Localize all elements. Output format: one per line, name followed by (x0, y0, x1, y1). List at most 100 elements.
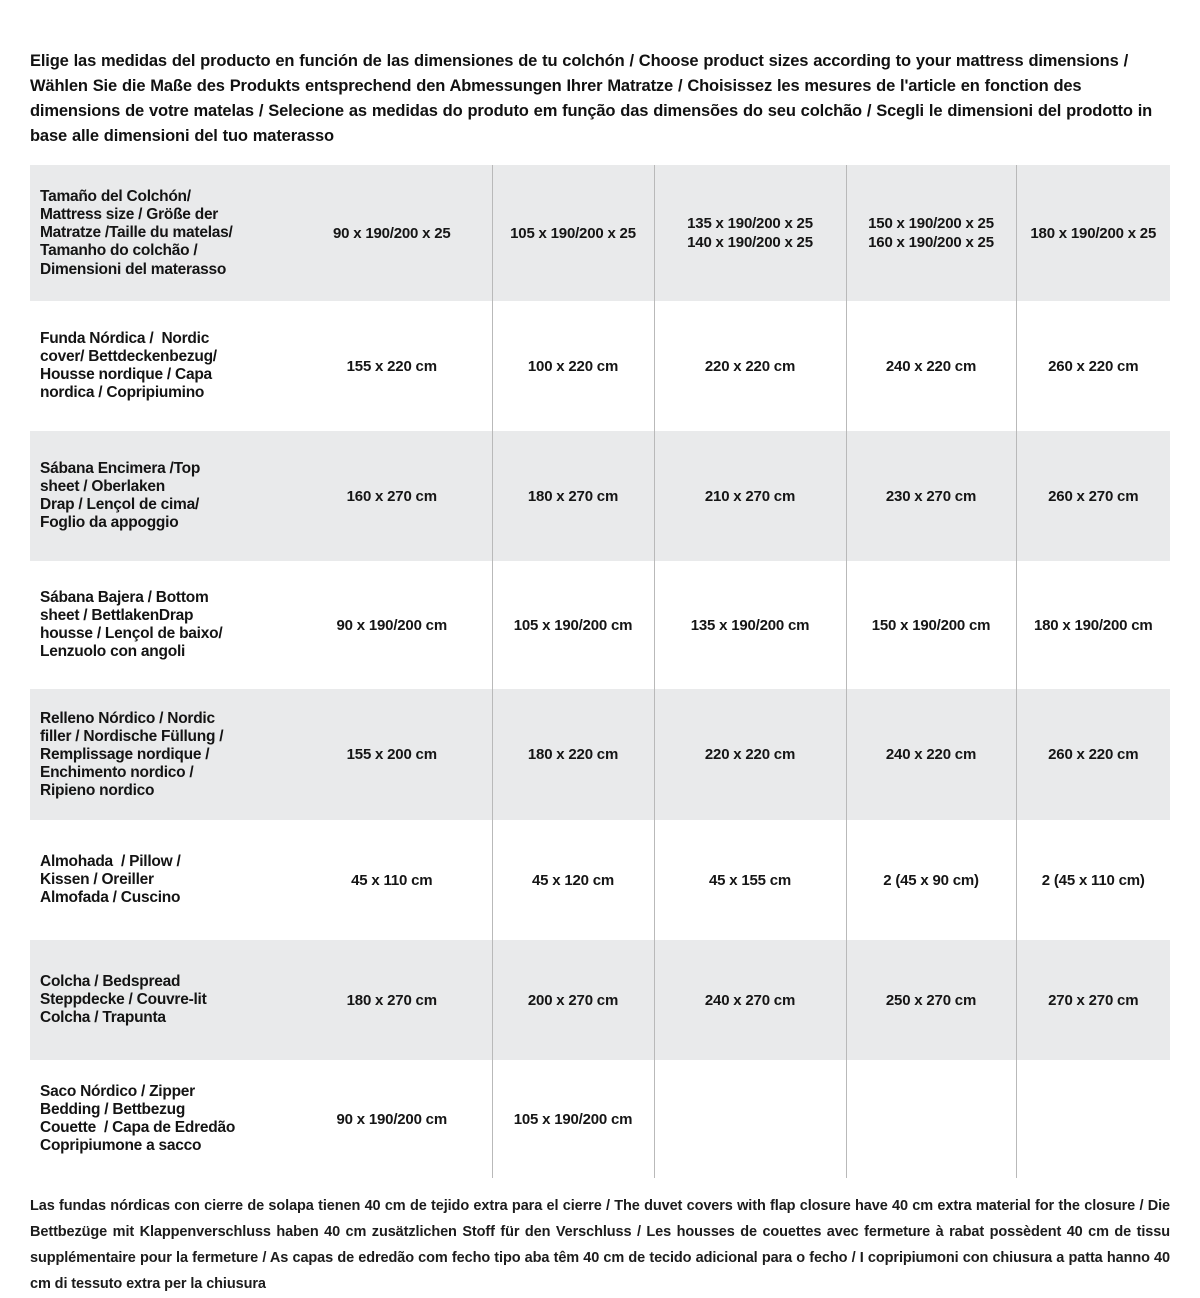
table-row: Sábana Encimera /Top sheet / Oberlaken Dra… (30, 431, 1171, 562)
value-lines: 155 x 200 cm (292, 745, 492, 764)
table-row: Sábana Bajera / Bottom sheet / BettlakenD… (30, 561, 1171, 690)
label-line: nordica / Copripiumino (40, 384, 205, 402)
size-value: 105 x 190/200 cm (513, 616, 633, 634)
size-value-cell: 240 x 220 cm (845, 301, 1016, 432)
label-lines: Tamaño del Colchón/Mattress size / Größe… (40, 188, 284, 279)
mattress-size-table: Tamaño del Colchón/Mattress size / Größe… (30, 165, 1171, 1179)
size-value-cell: 260 x 220 cm (1015, 689, 1171, 821)
label-line: Foglio da appoggio (40, 514, 179, 532)
value-lines: 135 x 190/200 x 25 140 x 190/200 x 25 (655, 214, 846, 252)
footnote-text: Las fundas nórdicas con cierre de solapa… (30, 1198, 1170, 1292)
value-lines: 45 x 110 cm (292, 871, 492, 890)
value-lines: 250 x 270 cm (847, 991, 1016, 1010)
size-value-cell: 90 x 190/200 cm (292, 1060, 492, 1179)
value-lines: 220 x 220 cm (655, 357, 846, 376)
size-value: 240 x 220 cm (885, 746, 977, 764)
size-value-cell: 135 x 190/200 x 25 140 x 190/200 x 25 (653, 165, 846, 302)
size-value-cell: 240 x 270 cm (653, 940, 846, 1061)
label-line: Drap / Lençol de cima/ (40, 496, 200, 514)
table-row: Saco Nórdico / Zipper Bedding / Bettbezug… (30, 1060, 1170, 1179)
value-lines: 90 x 190/200 cm (292, 1110, 492, 1129)
size-value: 160 x 190/200 x 25 (868, 234, 994, 252)
size-value: 200 x 270 cm (527, 991, 619, 1009)
label-lines: Almohada / Pillow / Kissen / Oreiller Almo… (40, 853, 284, 907)
size-value-cell: 45 x 120 cm (491, 820, 654, 941)
size-value: 45 x 155 cm (708, 871, 792, 889)
value-lines: 260 x 220 cm (1017, 745, 1171, 764)
value-lines: 230 x 270 cm (847, 487, 1016, 506)
size-value-cell: 105 x 190/200 cm (491, 561, 654, 690)
value-lines: 160 x 270 cm (292, 487, 492, 506)
table-body: Tamaño del Colchón/Mattress size / Größe… (30, 165, 1171, 1179)
size-value: 150 x 190/200 cm (871, 616, 991, 634)
label-line: housse / Lençol de baixo/ (40, 625, 223, 643)
size-value: 45 x 120 cm (531, 871, 615, 889)
value-lines: 260 x 270 cm (1017, 487, 1171, 506)
size-value: 100 x 220 cm (527, 357, 619, 375)
size-value-cell: 150 x 190/200 x 25 160 x 190/200 x 25 (845, 165, 1016, 302)
size-value: 220 x 220 cm (704, 746, 796, 764)
size-chart-page: Elige las medidas del producto en funció… (0, 17, 1200, 1292)
label-line: Almohada / Pillow / (40, 853, 181, 871)
size-value-cell: 105 x 190/200 cm (491, 1060, 654, 1179)
size-value: 135 x 190/200 x 25 (687, 215, 813, 233)
size-value-cell: 220 x 220 cm (653, 689, 846, 821)
label-line: Relleno Nórdico / Nordic (40, 709, 215, 727)
size-value-cell: 200 x 270 cm (491, 940, 654, 1061)
value-lines: 220 x 220 cm (655, 745, 846, 764)
label-line: Couette / Capa de Edredão (40, 1119, 236, 1137)
value-lines: 100 x 220 cm (493, 357, 654, 376)
label-line: Tamaño del Colchón/ (40, 188, 191, 205)
label-line: Colcha / Bedspread (40, 973, 181, 991)
size-value-cell: 180 x 190/200 x 25 (1015, 165, 1171, 302)
size-value-cell: 100 x 220 cm (491, 301, 654, 432)
table-row: Relleno Nórdico / Nordic filler / Nordisc… (30, 689, 1171, 821)
label-line: Lenzuolo con angoli (40, 643, 186, 661)
size-value-cell: 90 x 190/200 x 25 (292, 165, 492, 302)
label-lines: Relleno Nórdico / Nordic filler / Nordisc… (40, 710, 284, 801)
size-value-cell: 45 x 110 cm (292, 820, 492, 941)
size-value-cell: 260 x 220 cm (1015, 301, 1170, 432)
size-value-cell (1015, 1060, 1170, 1179)
label-line: Almofada / Cuscino (40, 889, 181, 907)
size-value: 155 x 220 cm (346, 357, 437, 375)
size-value: 90 x 190/200 x 25 (332, 224, 451, 242)
size-value: 105 x 190/200 cm (513, 1110, 633, 1128)
size-value-cell (653, 1060, 846, 1179)
size-value-cell: 180 x 220 cm (491, 689, 654, 821)
row-label-cell: Colcha / Bedspread Steppdecke / Couvre-li… (30, 940, 292, 1061)
value-lines: 270 x 270 cm (1017, 991, 1171, 1010)
value-lines: 90 x 190/200 cm (292, 616, 492, 635)
label-line: Colcha / Trapunta (40, 1009, 166, 1027)
table-header-row: Tamaño del Colchón/Mattress size / Größe… (30, 165, 1171, 302)
value-lines: 240 x 220 cm (847, 357, 1016, 376)
value-lines: 150 x 190/200 x 25 160 x 190/200 x 25 (847, 214, 1016, 252)
size-value: 210 x 270 cm (704, 487, 796, 505)
value-lines: 240 x 270 cm (655, 991, 846, 1010)
size-value: 240 x 270 cm (704, 991, 796, 1009)
size-value: 180 x 270 cm (346, 991, 437, 1009)
size-value: 260 x 220 cm (1048, 746, 1139, 764)
footnote-flap-closure: Las fundas nórdicas con cierre de solapa… (30, 1194, 1170, 1297)
header-label-cell: Tamaño del Colchón/Mattress size / Größe… (30, 165, 292, 302)
value-lines: 105 x 190/200 x 25 (493, 224, 654, 243)
value-lines: 200 x 270 cm (493, 991, 654, 1010)
size-value-cell: 160 x 270 cm (292, 431, 492, 562)
size-value-cell: 45 x 155 cm (653, 820, 846, 941)
label-lines: Funda Nórdica / Nordic cover/ Bettdeckenb… (40, 330, 284, 403)
size-value: 250 x 270 cm (885, 991, 977, 1009)
value-lines: 180 x 190/200 x 25 (1017, 224, 1171, 243)
row-label-cell: Sábana Bajera / Bottom sheet / BettlakenD… (30, 561, 292, 690)
value-lines: 2 (45 x 90 cm) (847, 871, 1016, 890)
size-value: 155 x 200 cm (346, 746, 437, 764)
label-line: sheet / Oberlaken (40, 478, 165, 496)
size-value-cell (845, 1060, 1016, 1179)
value-lines: 180 x 190/200 cm (1017, 616, 1171, 635)
size-value: 90 x 190/200 cm (336, 616, 448, 634)
row-label-cell: Sábana Encimera /Top sheet / Oberlaken Dra… (30, 431, 292, 562)
size-value-cell: 250 x 270 cm (845, 940, 1016, 1061)
value-lines: 180 x 270 cm (292, 991, 492, 1010)
label-line: Bedding / Bettbezug (40, 1101, 186, 1119)
value-lines: 105 x 190/200 cm (493, 616, 654, 635)
size-value: 45 x 110 cm (351, 871, 433, 889)
